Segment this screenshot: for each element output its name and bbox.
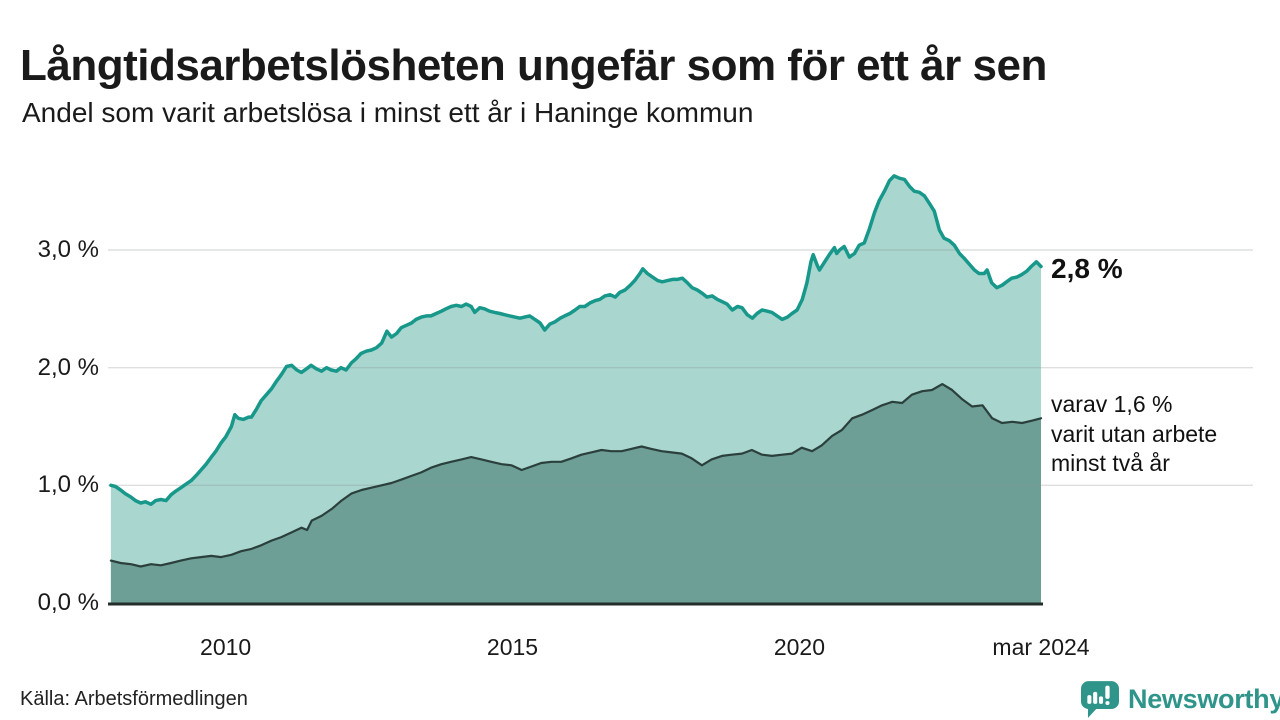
end-value-label: 2,8 % <box>1051 253 1123 284</box>
x-tick-label-2020: 2020 <box>773 634 825 660</box>
y-tick-label-3pct: 3,0 % <box>37 236 99 263</box>
x-tick-label-2015: 2015 <box>486 634 539 660</box>
newsworthy-chart-bubble-icon <box>1081 681 1119 718</box>
y-tick-label-0pct: 0,0 % <box>37 589 99 616</box>
secondary-series-label: varav 1,6 % varit utan arbete minst två … <box>1051 390 1217 479</box>
secondary-series-label-line1: varav 1,6 % <box>1051 391 1173 417</box>
newsworthy-wordmark: Newsworthy <box>1128 684 1280 714</box>
secondary-series-line <box>109 383 1043 568</box>
secondary-series-area <box>110 384 1041 603</box>
newsworthy-logo: Newsworthy <box>1081 681 1280 718</box>
x-tick-label-2010: 2010 <box>200 634 252 660</box>
chart-subtitle: Andel som varit arbetslösa i minst ett å… <box>22 97 754 128</box>
secondary-series-label-line2: varit utan arbete <box>1051 420 1218 447</box>
page-title: Långtidsarbetslösheten ungefär som för e… <box>20 41 1047 91</box>
x-tick-label-mar-2024: mar 2024 <box>992 634 1090 660</box>
y-tick-label-1pct: 1,0 % <box>37 471 99 499</box>
y-tick-label-2pct: 2,0 % <box>37 353 99 381</box>
source-credit: Källa: Arbetsförmedlingen <box>20 688 248 710</box>
primary-series-line <box>109 174 1043 506</box>
secondary-series-label-line3: minst två år <box>1051 450 1170 476</box>
